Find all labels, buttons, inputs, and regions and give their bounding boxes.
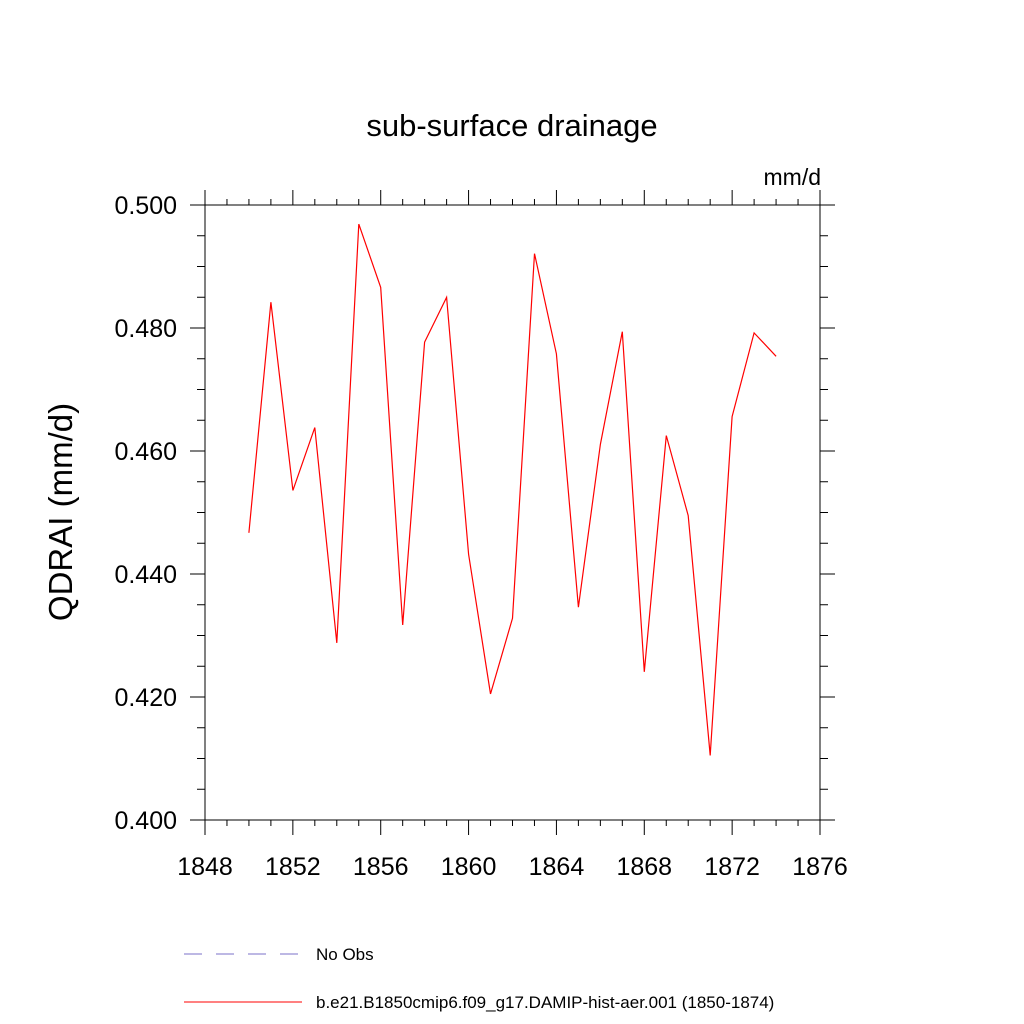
y-tick-label: 0.500 [114,192,177,220]
data-point [556,353,557,354]
data-point [380,287,381,288]
legend-label: b.e21.B1850cmip6.f09_g17.DAMIP-hist-aer.… [316,993,774,1012]
data-point [710,755,711,756]
data-point [358,224,359,225]
y-axis-label: QDRAI (mm/d) [42,403,79,621]
data-point [248,532,249,533]
y-tick-label: 0.420 [114,684,177,712]
data-point [644,671,645,672]
legend-label: No Obs [316,945,374,964]
data-point [468,554,469,555]
data-point [732,416,733,417]
data-point [622,331,623,332]
data-point [270,302,271,303]
data-point [688,515,689,516]
data-point [578,607,579,608]
units-label: mm/d [764,164,822,190]
data-point [292,490,293,491]
x-tick-label: 1848 [177,853,233,881]
axis-tick-labels: 1848 1852 1856 1860 1864 1868 1872 1876 0.400 0.4… [114,192,847,881]
data-point [336,642,337,643]
data-point [666,435,667,436]
y-tick-label: 0.480 [114,315,177,343]
x-tick-label: 1876 [792,853,848,881]
x-tick-label: 1864 [529,853,585,881]
y-tick-label: 0.460 [114,438,177,466]
data-point [600,444,601,445]
legend: No Obs b.e21.B1850cmip6.f09_g17.DAMIP-his… [184,945,774,1012]
data-point [490,693,491,694]
data-point [534,253,535,254]
data-point [402,625,403,626]
y-tick-label: 0.400 [114,807,177,835]
x-tick-label: 1856 [353,853,409,881]
x-tick-label: 1872 [704,853,760,881]
series-lines [248,223,777,756]
axis-ticks [190,190,835,835]
x-tick-label: 1868 [616,853,672,881]
x-tick-label: 1860 [441,853,497,881]
y-tick-label: 0.440 [114,561,177,589]
data-point [446,297,447,298]
plot-frame [204,204,821,821]
chart-title: sub-surface drainage [366,108,657,143]
data-point [754,332,755,333]
data-point [314,427,315,428]
data-point [512,618,513,619]
data-point [776,356,777,357]
series-line [248,223,777,756]
data-point [424,342,425,343]
x-tick-label: 1852 [265,853,321,881]
